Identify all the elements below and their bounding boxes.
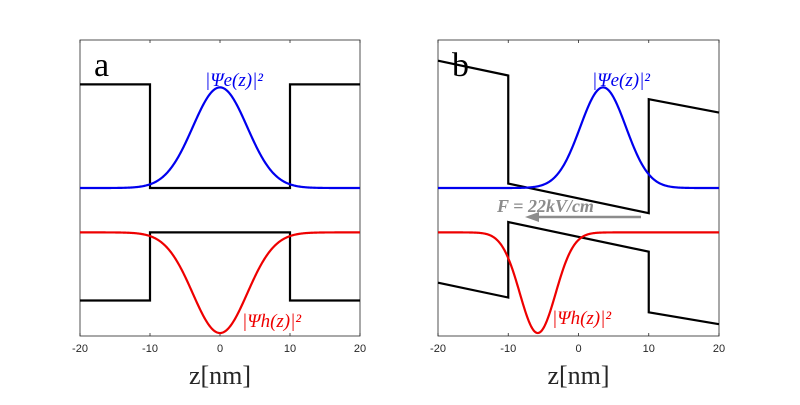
valence-band-line [80,231,360,302]
hole-line [438,231,719,335]
panel-a: -20 -10 0 10 20 z[nm] a |Ψe(z)|² |Ψh(z)|² [72,39,366,390]
x-tick-label: 20 [713,343,725,355]
panel-label: a [94,47,109,84]
electron-label: |Ψe(z)|² [205,70,263,91]
electron-line [80,86,360,190]
x-tick-label: -10 [500,343,516,355]
x-tick-label: 10 [643,343,655,355]
hole-line [80,231,360,335]
panel-b: -20 -10 0 10 20z[nm]b |Ψe(z)|²|Ψh(z)|²F = 22k… [430,39,725,390]
valence-band-line [437,220,720,326]
x-axis-label: z[nm] [189,361,251,390]
field-label: F = 22kV/cm [496,196,594,216]
x-tick-label: 20 [354,343,366,355]
electron-line [438,86,719,190]
x-tick-label: 10 [284,343,296,355]
electron-label: |Ψe(z)|² [592,70,650,91]
hole-label: |Ψh(z)|² [552,308,611,329]
x-tick-label: -20 [430,343,446,355]
x-tick-label: 0 [217,343,223,355]
x-tick-label: -10 [142,343,158,355]
x-axis-label: z[nm] [547,361,609,390]
hole-label: |Ψh(z)|² [242,311,301,332]
x-tick-label: 0 [575,343,581,355]
conduction-band-line [437,59,720,215]
x-tick-label: -20 [72,343,88,355]
field-arrow-head [525,212,539,222]
conduction-band-line [80,83,360,190]
